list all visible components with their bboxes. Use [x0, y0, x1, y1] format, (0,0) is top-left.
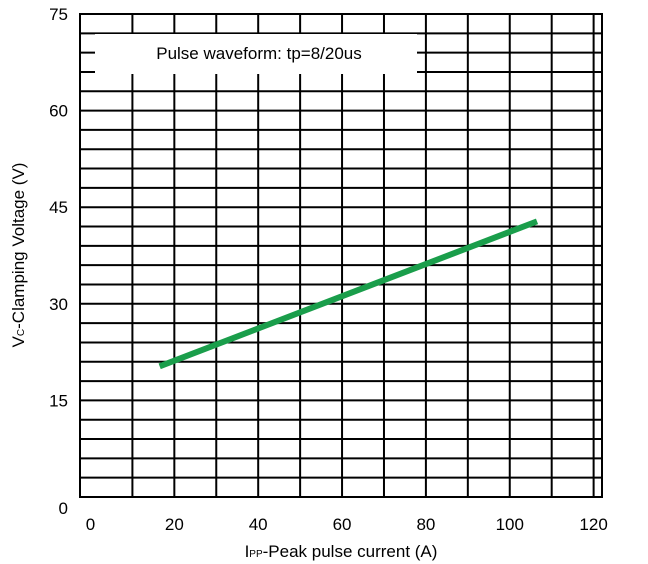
annotation-box [95, 34, 417, 74]
x-tick-label: 40 [249, 515, 268, 534]
grid [80, 14, 602, 497]
y-tick-labels: 0 15 30 45 60 75 [49, 5, 68, 518]
x-tick-label: 0 [86, 515, 95, 534]
x-tick-label: 120 [579, 515, 607, 534]
x-tick-labels: 0 20 40 60 80 100 120 [86, 515, 608, 534]
x-axis-title-subscript: PP [249, 549, 263, 560]
y-axis-title: VC-Clamping Voltage (V) [9, 163, 28, 348]
y-tick-label: 75 [49, 5, 68, 24]
x-tick-label: 60 [333, 515, 352, 534]
x-tick-label: 20 [165, 515, 184, 534]
x-tick-label: 100 [496, 515, 524, 534]
y-tick-label: 30 [49, 295, 68, 314]
y-axis-title-rest: -Clamping Voltage (V) [9, 163, 28, 329]
plot-area-background [80, 14, 602, 497]
annotation-text: Pulse waveform: tp=8/20us [156, 44, 362, 63]
y-axis-title-subscript: C [16, 329, 27, 336]
x-tick-label: 80 [416, 515, 435, 534]
series-layer [158, 218, 539, 370]
y-axis-title-main: V [9, 335, 28, 347]
x-axis-title-rest: -Peak pulse current (A) [263, 542, 438, 561]
x-axis-title: IPP-Peak pulse current (A) [245, 542, 438, 561]
y-tick-label: 45 [49, 198, 68, 217]
y-tick-label: 15 [49, 391, 68, 410]
x-axis-title-main: I [245, 542, 250, 561]
plot-frame [79, 13, 603, 498]
y-tick-label: 60 [49, 102, 68, 121]
y-tick-label: 0 [59, 499, 68, 518]
series-line [158, 218, 539, 370]
